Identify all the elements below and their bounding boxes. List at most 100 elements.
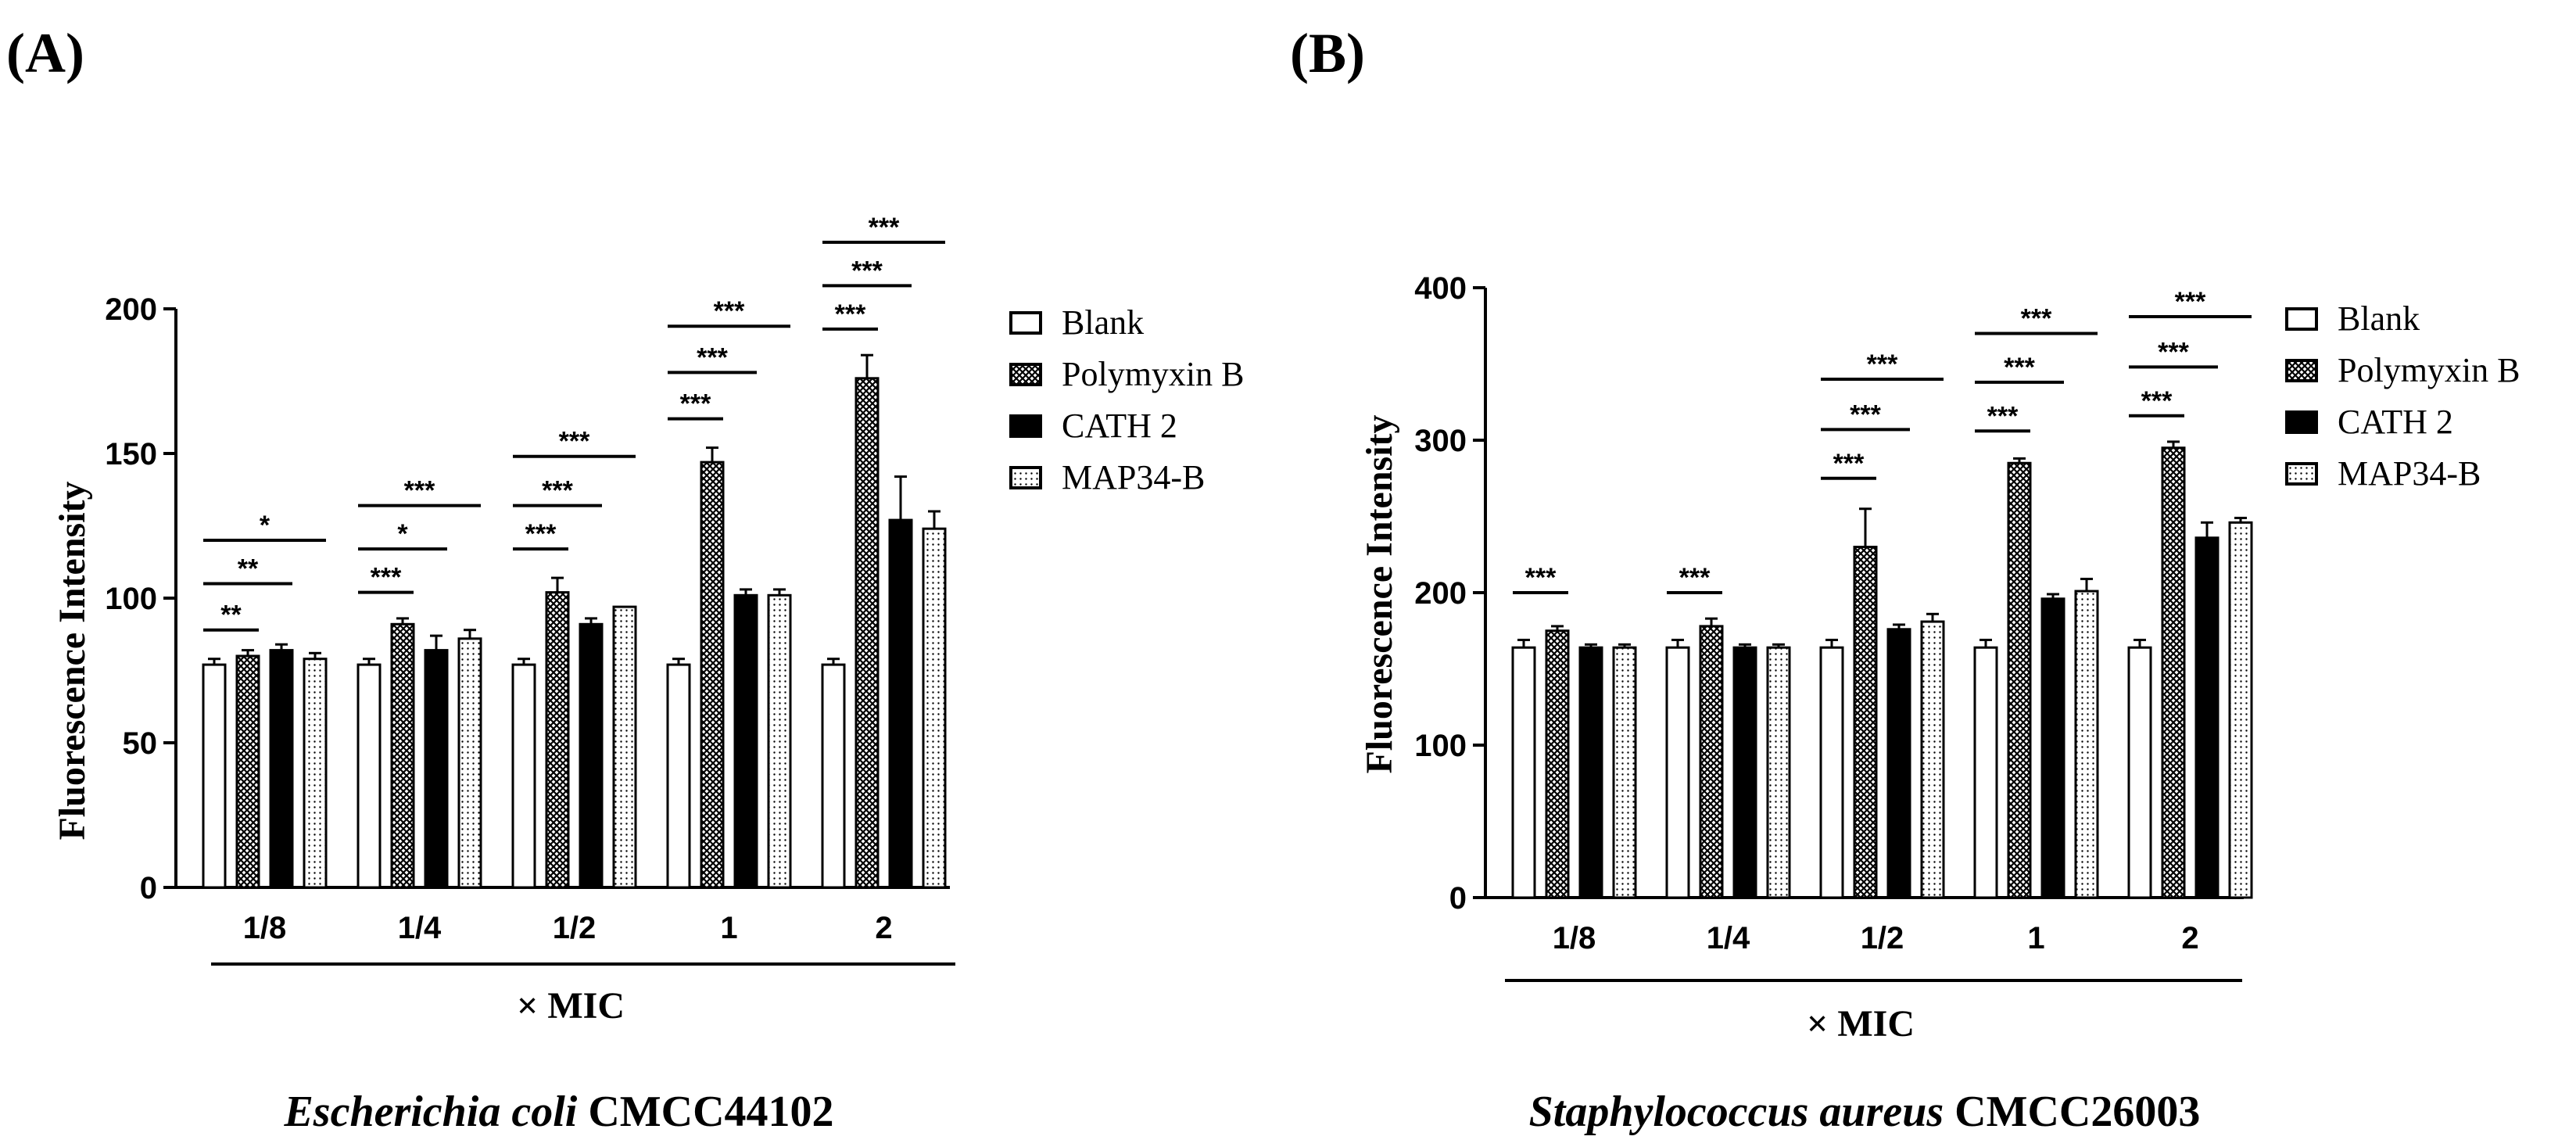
bar-crosshatch bbox=[854, 377, 880, 889]
bar-solid bbox=[424, 649, 449, 889]
panel-a-label: (A) bbox=[6, 22, 84, 84]
panel-b: (B) Fluorescence Intensity 0 100 200 300 400… bbox=[1290, 22, 2520, 1136]
significance-label: *** bbox=[851, 256, 883, 285]
bar-blank bbox=[2127, 646, 2152, 899]
y-tick-label: 50 bbox=[123, 726, 158, 761]
legend-label: Polymyxin B bbox=[1062, 355, 1245, 393]
bar-solid bbox=[269, 649, 294, 889]
y-tick-label: 400 bbox=[1414, 271, 1467, 306]
legend-label: CATH 2 bbox=[2338, 403, 2453, 441]
panel-b-label: (B) bbox=[1290, 22, 1365, 84]
x-category-label: 1/4 bbox=[398, 911, 442, 945]
y-tick-label: 300 bbox=[1414, 424, 1467, 458]
bar-blank bbox=[1973, 646, 1998, 899]
bar-blank bbox=[511, 663, 536, 889]
panel-b-legend: Blank Polymyxin B CATH 2 MAP34-B bbox=[2285, 299, 2520, 493]
significance-label: *** bbox=[1525, 563, 1557, 593]
legend-swatch-blank bbox=[2285, 307, 2318, 331]
legend-swatch-solid bbox=[2285, 410, 2318, 434]
significance-label: * bbox=[397, 519, 408, 549]
y-tick-label: 0 bbox=[1449, 881, 1467, 916]
bar-dotted bbox=[922, 527, 947, 889]
y-tick-label: 150 bbox=[105, 437, 157, 471]
bar-crosshatch bbox=[2007, 461, 2032, 899]
legend-label: MAP34-B bbox=[1062, 458, 1205, 496]
significance-label: *** bbox=[697, 342, 728, 372]
legend-label: Polymyxin B bbox=[2338, 351, 2520, 389]
bar-blank bbox=[821, 663, 846, 889]
y-tick-label: 200 bbox=[1414, 576, 1467, 611]
bar-crosshatch bbox=[1699, 625, 1724, 899]
significance-label: *** bbox=[869, 213, 900, 242]
bar-crosshatch bbox=[235, 654, 260, 889]
bar-dotted bbox=[2228, 521, 2253, 899]
x-category-label: 1/8 bbox=[243, 911, 287, 945]
significance-label: *** bbox=[559, 427, 590, 457]
bar-blank bbox=[1511, 646, 1536, 899]
significance-label: *** bbox=[1867, 349, 1898, 379]
bar-dotted bbox=[1766, 646, 1791, 899]
bar-dotted bbox=[457, 637, 482, 889]
bar-crosshatch bbox=[2161, 446, 2186, 899]
panel-a-title-rest: CMCC44102 bbox=[577, 1088, 833, 1136]
bar-blank bbox=[202, 663, 227, 889]
significance-label: ** bbox=[220, 600, 242, 630]
x-category-label: 1 bbox=[2027, 921, 2044, 955]
significance-label: *** bbox=[714, 296, 745, 326]
bar-blank bbox=[356, 663, 382, 889]
x-category-label: 1/2 bbox=[1861, 921, 1904, 955]
x-category-label: 2 bbox=[2181, 921, 2198, 955]
significance-label: *** bbox=[1679, 563, 1711, 593]
significance-label: *** bbox=[404, 476, 435, 506]
bar-blank bbox=[666, 663, 691, 889]
legend-label: MAP34-B bbox=[2338, 454, 2481, 493]
x-category-label: 1/4 bbox=[1707, 921, 1750, 955]
significance-label: *** bbox=[1987, 401, 2019, 431]
y-tick-label: 0 bbox=[140, 871, 157, 905]
bar-blank bbox=[1819, 646, 1844, 899]
x-category-label: 1/2 bbox=[553, 911, 597, 945]
significance-label: *** bbox=[2175, 287, 2206, 317]
bar-solid bbox=[888, 518, 913, 889]
panel-a-title-italic: Escherichia coli bbox=[283, 1088, 577, 1136]
significance-label: ** bbox=[238, 554, 259, 584]
significance-label: *** bbox=[680, 389, 711, 419]
panel-a-ylabel: Fluorescence Intensity bbox=[52, 481, 93, 840]
panel-b-title-rest: CMCC26003 bbox=[1944, 1088, 2200, 1136]
bar-crosshatch bbox=[390, 622, 415, 889]
legend-swatch-dotted bbox=[1009, 466, 1042, 489]
bar-solid bbox=[1578, 646, 1603, 899]
bar-dotted bbox=[612, 605, 637, 889]
bar-solid bbox=[2040, 597, 2065, 899]
significance-label: *** bbox=[371, 563, 402, 593]
bar-solid bbox=[2194, 536, 2220, 899]
bar-crosshatch bbox=[700, 461, 725, 889]
panel-a-xlabel: × MIC bbox=[517, 985, 625, 1027]
legend-label: CATH 2 bbox=[1062, 407, 1177, 445]
x-category-label: 1 bbox=[720, 911, 737, 945]
legend-swatch-crosshatch bbox=[1009, 363, 1042, 386]
significance-label: *** bbox=[1850, 400, 1881, 429]
legend-label: Blank bbox=[2338, 299, 2420, 338]
bar-solid bbox=[1886, 628, 1911, 899]
significance-label: *** bbox=[2004, 353, 2035, 382]
panel-a-legend: Blank Polymyxin B CATH 2 MAP34-B bbox=[1009, 303, 1245, 496]
bar-dotted bbox=[2074, 590, 2099, 899]
legend-swatch-blank bbox=[1009, 311, 1042, 335]
bar-solid bbox=[1732, 646, 1757, 899]
significance-label: *** bbox=[2141, 386, 2173, 416]
y-tick-label: 200 bbox=[105, 292, 157, 327]
bar-dotted bbox=[767, 593, 792, 889]
bar-crosshatch bbox=[545, 591, 570, 889]
significance-label: *** bbox=[2158, 337, 2189, 367]
bar-blank bbox=[1665, 646, 1690, 899]
legend-swatch-dotted bbox=[2285, 462, 2318, 486]
bar-dotted bbox=[1612, 646, 1637, 899]
panel-a: (A) Fluorescence Intensity 0 50 100 150 200 1… bbox=[6, 22, 1245, 1136]
significance-label: * bbox=[260, 511, 270, 540]
panel-b-title-italic: Staphylococcus aureus bbox=[1529, 1088, 1944, 1136]
significance-label: *** bbox=[2021, 304, 2052, 334]
panel-a-title: Escherichia coli CMCC44102 bbox=[283, 1088, 833, 1136]
bar-dotted bbox=[1920, 620, 1945, 899]
